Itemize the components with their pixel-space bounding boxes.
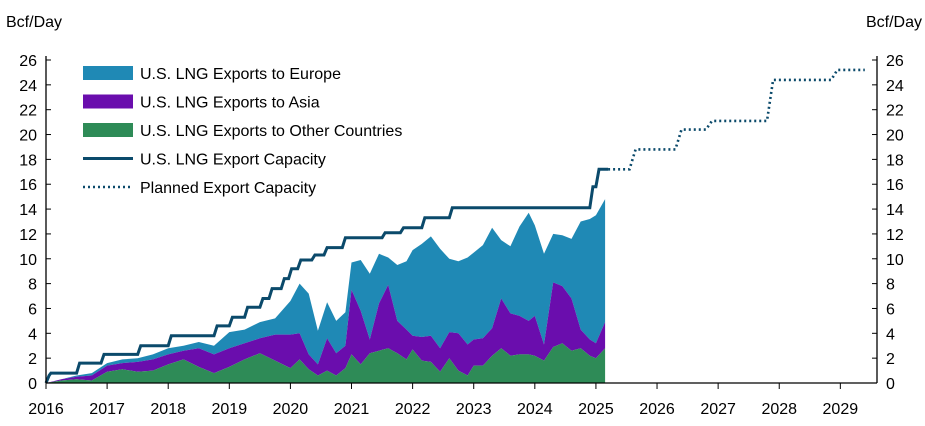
y-tick-label-left: 26 xyxy=(19,53,37,70)
left-unit-label: Bcf/Day xyxy=(6,14,62,31)
y-tick-label-left: 4 xyxy=(28,326,37,343)
x-tick-label: 2029 xyxy=(823,401,859,418)
y-tick-label-right: 24 xyxy=(886,78,904,95)
y-tick-label-left: 6 xyxy=(28,301,37,318)
legend-item-asia: U.S. LNG Exports to Asia xyxy=(83,94,320,112)
right-unit-label: Bcf/Day xyxy=(866,14,922,31)
legend-label-other-countries: U.S. LNG Exports to Other Countries xyxy=(140,123,402,140)
x-tick-label: 2016 xyxy=(28,401,64,418)
y-tick-label-right: 4 xyxy=(886,326,895,343)
x-tick-label: 2028 xyxy=(761,401,797,418)
area-europe xyxy=(46,199,606,383)
y-tick-label-right: 0 xyxy=(886,376,895,393)
x-tick-label: 2018 xyxy=(150,401,186,418)
legend-label-capacity: U.S. LNG Export Capacity xyxy=(140,152,326,169)
x-tick-label: 2017 xyxy=(89,401,125,418)
y-tick-label-right: 14 xyxy=(886,202,904,219)
y-tick-label-right: 6 xyxy=(886,301,895,318)
legend-swatch-asia xyxy=(83,94,133,109)
x-tick-label: 2027 xyxy=(700,401,736,418)
y-tick-label-left: 0 xyxy=(28,376,37,393)
y-tick-label-right: 16 xyxy=(886,177,904,194)
x-tick-label: 2019 xyxy=(212,401,248,418)
y-tick-label-left: 18 xyxy=(19,152,37,169)
line-capacity xyxy=(44,167,609,384)
legend-item-other-countries: U.S. LNG Exports to Other Countries xyxy=(83,123,402,140)
x-tick-label: 2025 xyxy=(578,401,614,418)
line-planned-capacity xyxy=(608,68,865,171)
x-tick-label: 2020 xyxy=(273,401,309,418)
y-tick-label-right: 26 xyxy=(886,53,904,70)
y-tick-label-left: 8 xyxy=(28,277,37,294)
legend-label-planned-capacity: Planned Export Capacity xyxy=(140,180,316,197)
legend-item-europe: U.S. LNG Exports to Europe xyxy=(83,66,341,83)
y-tick-label-right: 8 xyxy=(886,277,895,294)
legend-label-europe: U.S. LNG Exports to Europe xyxy=(140,66,341,83)
y-tick-label-left: 16 xyxy=(19,177,37,194)
series-layer xyxy=(44,68,865,384)
y-tick-label-left: 10 xyxy=(19,252,37,269)
y-tick-label-left: 2 xyxy=(28,351,37,368)
y-tick-label-right: 20 xyxy=(886,128,904,145)
legend: U.S. LNG Exports to Europe U.S. LNG Expor… xyxy=(83,66,402,197)
y-tick-label-left: 24 xyxy=(19,78,37,95)
legend-item-planned-capacity: Planned Export Capacity xyxy=(83,180,316,197)
y-tick-label-right: 12 xyxy=(886,227,904,244)
area-other-countries xyxy=(46,343,606,383)
y-tick-label-left: 12 xyxy=(19,227,37,244)
x-tick-label: 2024 xyxy=(517,401,553,418)
y-tick-label-left: 14 xyxy=(19,202,37,219)
y-tick-label-left: 22 xyxy=(19,103,37,120)
y-tick-label-right: 2 xyxy=(886,351,895,368)
x-tick-label: 2026 xyxy=(639,401,675,418)
legend-item-capacity: U.S. LNG Export Capacity xyxy=(83,152,326,169)
legend-swatch-other-countries xyxy=(83,123,133,137)
x-tick-label: 2021 xyxy=(334,401,370,418)
area-asia xyxy=(46,282,606,383)
y-tick-label-right: 10 xyxy=(886,252,904,269)
legend-label-asia: U.S. LNG Exports to Asia xyxy=(140,95,320,112)
y-tick-label-right: 22 xyxy=(886,103,904,120)
y-tick-label-right: 18 xyxy=(886,152,904,169)
legend-swatch-europe xyxy=(83,66,133,80)
y-tick-label-left: 20 xyxy=(19,128,37,145)
x-tick-label: 2023 xyxy=(456,401,492,418)
x-tick-label: 2022 xyxy=(395,401,431,418)
